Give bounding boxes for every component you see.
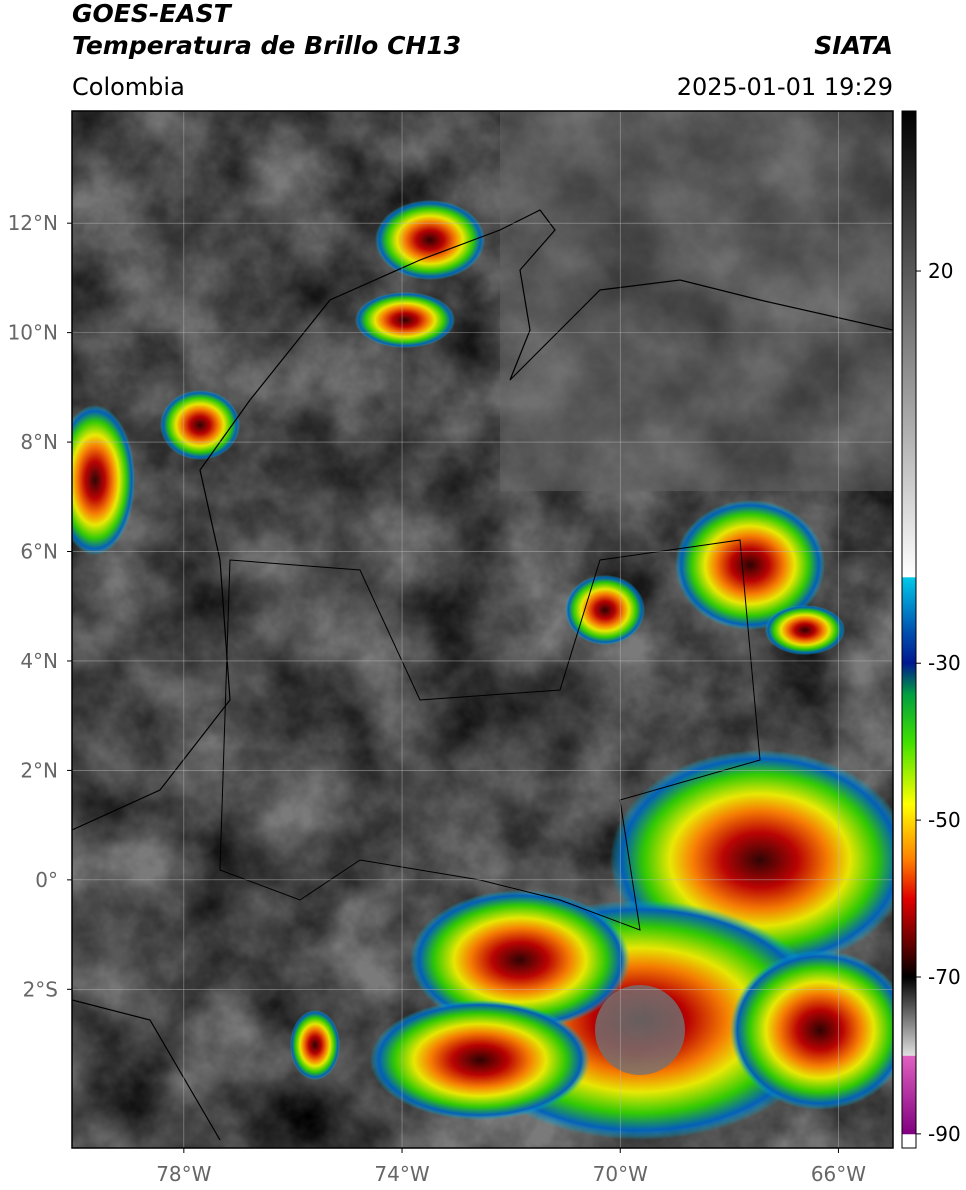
subtitle: Temperatura de Brillo CH13 — [72, 31, 461, 60]
colorbar-tick-label: -50 — [928, 808, 961, 832]
colorbar — [901, 110, 917, 1149]
colorbar-tick-label: -30 — [928, 651, 961, 675]
lat-tick-label: 0° — [35, 868, 58, 892]
lon-tick-label: 78°W — [156, 1162, 211, 1186]
lat-tick-label: 10°N — [8, 321, 58, 345]
lon-tick-label: 70°W — [593, 1162, 648, 1186]
lat-tick-label: 4°N — [20, 649, 58, 673]
imagery — [72, 111, 893, 1148]
colorbar-tick-label: 20 — [928, 259, 953, 283]
lon-tick-label: 66°W — [811, 1162, 866, 1186]
colorbar-tick-label: -70 — [928, 965, 961, 989]
datetime: 2025-01-01 19:29 — [677, 73, 893, 101]
title: GOES-EAST — [72, 0, 233, 28]
graticule — [67, 111, 893, 1153]
region: Colombia — [72, 73, 185, 101]
source: SIATA — [814, 31, 893, 60]
lat-tick-label: 12°N — [8, 211, 58, 235]
colorbar-tick-label: -90 — [928, 1122, 961, 1146]
lat-tick-label: 2°N — [20, 758, 58, 782]
map-frame — [71, 110, 894, 1149]
lon-tick-label: 74°W — [374, 1162, 429, 1186]
lat-tick-label: 2°S — [23, 977, 58, 1001]
lat-tick-label: 6°N — [20, 540, 58, 564]
lat-tick-label: 8°N — [20, 430, 58, 454]
